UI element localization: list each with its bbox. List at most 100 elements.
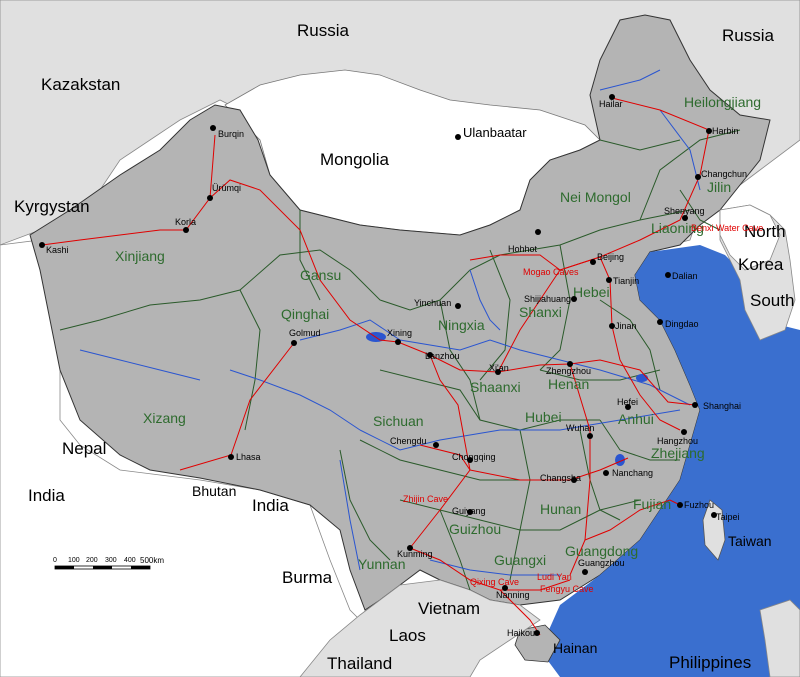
city-label-guiyang: Guiyang xyxy=(452,506,486,516)
north-korea-territory xyxy=(719,204,781,271)
city-dot-taipei xyxy=(711,512,717,518)
city-dot-korla xyxy=(183,227,189,233)
city-dot-nanning xyxy=(502,585,508,591)
country-label-north-korea-1: North xyxy=(744,222,786,241)
province-label-fujian: Fujian xyxy=(633,496,672,512)
scale-tick-300: 300 xyxy=(105,557,117,564)
country-label-north-korea-2: Korea xyxy=(738,255,784,274)
city-dot-changchun xyxy=(695,174,701,180)
city-dot-changsha xyxy=(571,477,577,483)
city-dot-chongqing xyxy=(467,457,473,463)
city-dot-xining xyxy=(395,339,401,345)
cave-label-qixing: Qixing Cave xyxy=(470,577,520,587)
city-dot-chengdu xyxy=(433,442,439,448)
city-label-urumqi: Ürümqi xyxy=(212,183,242,193)
country-label-india-west: India xyxy=(28,486,65,505)
city-dot-burqin xyxy=(210,125,216,131)
city-label-golmud: Golmud xyxy=(289,328,321,338)
city-label-hangzhou: Hangzhou xyxy=(657,436,699,446)
province-label-qinghai: Qinghai xyxy=(281,306,330,322)
city-label-nanchang: Nanchang xyxy=(612,468,654,478)
city-label-burqin: Burqin xyxy=(218,129,245,139)
city-label-jinan: Jinan xyxy=(615,321,637,331)
sea-east xyxy=(540,245,800,677)
city-dot-guangzhou xyxy=(582,569,588,575)
lake-east xyxy=(636,374,648,382)
city-label-yinchuan: Yinchuan xyxy=(414,298,452,308)
city-dot-ulanbaatar xyxy=(455,134,461,140)
province-label-sichuan: Sichuan xyxy=(373,413,424,429)
scale-tick-100: 100 xyxy=(68,557,80,564)
country-label-thailand: Thailand xyxy=(327,654,393,673)
country-label-mongolia: Mongolia xyxy=(320,150,389,169)
city-label-dingdao: Dingdao xyxy=(665,319,699,329)
city-dot-fuzhou xyxy=(677,502,683,508)
province-label-zhejiang: Zhejiang xyxy=(651,445,705,461)
city-label-shanghai: Shanghai xyxy=(703,401,742,411)
city-dot-hailar xyxy=(609,94,615,100)
country-label-laos: Laos xyxy=(389,626,426,645)
cave-label-zhijin: Zhijin Cave xyxy=(403,494,449,504)
province-label-yunnan: Yunnan xyxy=(358,556,406,572)
city-dot-lhasa xyxy=(228,454,234,460)
city-label-kashi: Kashi xyxy=(46,245,69,255)
province-label-liaoning: Liaoning xyxy=(651,220,704,236)
city-dot-shenyang xyxy=(682,215,688,221)
city-dot-guiyang xyxy=(467,509,473,515)
province-label-henan: Henan xyxy=(548,376,590,392)
city-label-zhengzhou: Zhengzhou xyxy=(546,366,592,376)
province-label-guangxi: Guangxi xyxy=(494,552,547,568)
city-dot-urumqi xyxy=(207,195,213,201)
city-label-changchun: Changchun xyxy=(701,169,748,179)
city-dot-tianjin xyxy=(606,277,612,283)
city-dot-beijing xyxy=(590,259,596,265)
cave-label-fengyu: Fengyu Cave xyxy=(540,584,594,594)
scale-tick-400: 400 xyxy=(124,557,136,564)
china-territory xyxy=(29,14,771,611)
country-label-india-east: India xyxy=(252,496,289,515)
province-label-nei-mongol: Nei Mongol xyxy=(560,189,631,205)
country-label-russia-northeast: Russia xyxy=(722,26,774,45)
city-dot-harbin xyxy=(706,128,712,134)
city-label-beijing: Beijing xyxy=(597,252,625,262)
province-label-guizhou: Guizhou xyxy=(449,521,502,537)
province-label-guangdong: Guangdong xyxy=(565,543,639,559)
se-asia-land xyxy=(299,579,541,677)
city-label-lanzhou: Lanzhou xyxy=(425,351,460,361)
philippines-island xyxy=(759,599,800,677)
city-label-ulanbaatar: Ulanbaatar xyxy=(463,125,527,140)
province-label-jilin: Jilin xyxy=(707,179,732,195)
cave-label-mogao: Mogao Caves xyxy=(523,267,579,277)
city-label-chongqing: Chongqing xyxy=(452,452,496,462)
city-dot-kunming xyxy=(407,545,413,551)
country-label-kazakstan: Kazakstan xyxy=(41,75,121,94)
country-label-vietnam: Vietnam xyxy=(418,599,481,618)
city-label-hailar: Hailar xyxy=(599,99,623,109)
city-label-fuzhou: Fuzhou xyxy=(684,500,715,510)
city-label-taipei: Taipei xyxy=(716,512,740,522)
province-label-shaanxi: Shaanxi xyxy=(470,379,521,395)
country-label-philippines: Philippines xyxy=(669,653,752,672)
province-borders xyxy=(59,129,741,591)
city-dot-shanghai xyxy=(692,402,698,408)
province-label-heilongjiang: Heilongjiang xyxy=(684,94,762,110)
city-label-kunming: Kunming xyxy=(397,549,433,559)
city-dot-hohhot xyxy=(535,229,541,235)
province-label-xizang: Xizang xyxy=(143,410,186,426)
city-dot-yinchuan xyxy=(455,303,461,309)
scale-bar xyxy=(54,565,151,570)
province-label-xinjiang: Xinjiang xyxy=(115,248,165,264)
city-dot-xian xyxy=(495,369,501,375)
city-label-chengdu: Chengdu xyxy=(390,436,427,446)
city-label-dalian: Dalian xyxy=(672,271,698,281)
country-label-burma: Burma xyxy=(282,568,333,587)
city-dot-shijiazhuang xyxy=(571,296,577,302)
country-label-taiwan: Taiwan xyxy=(728,533,772,549)
taiwan-island xyxy=(702,499,726,561)
scale-tick-200: 200 xyxy=(86,557,98,564)
city-label-hohhot: Hohhot xyxy=(508,244,538,254)
city-dot-kashi xyxy=(39,242,45,248)
city-label-shijiazhuang: Shijiahuang xyxy=(524,294,572,304)
